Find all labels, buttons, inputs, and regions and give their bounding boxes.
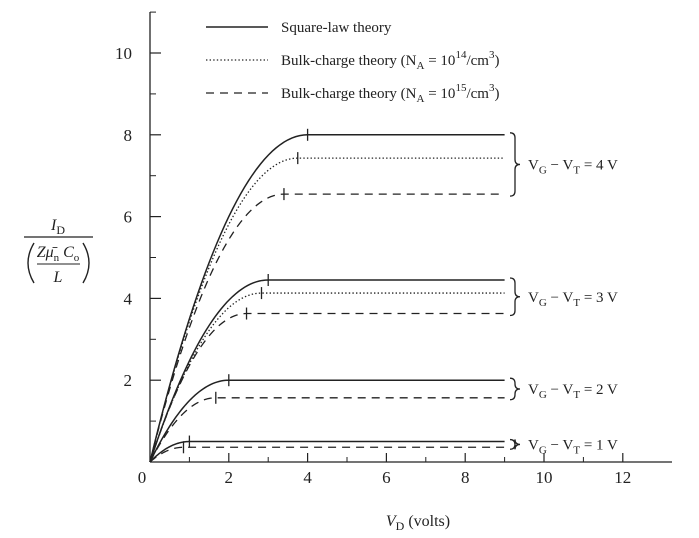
curve-dotted bbox=[149, 157, 505, 463]
y-tick-label: 4 bbox=[124, 289, 133, 308]
curves bbox=[149, 128, 505, 463]
curve-solid bbox=[149, 134, 505, 463]
curve-dashed bbox=[149, 397, 505, 463]
x-axis-title: VD (volts) bbox=[386, 513, 450, 533]
y-tick-label: 2 bbox=[124, 371, 133, 390]
group-label: VG − VT = 1 V bbox=[528, 437, 618, 456]
x-tick-label: 0 bbox=[138, 468, 147, 487]
curve-dashed bbox=[149, 446, 505, 463]
y-tick-label: 8 bbox=[124, 126, 133, 145]
x-tick-label: 8 bbox=[461, 468, 470, 487]
brace bbox=[509, 277, 521, 317]
y-tick-label: 6 bbox=[124, 208, 133, 227]
legend: Square-law theory Bulk-charge theory (NA … bbox=[206, 20, 499, 105]
left-paren bbox=[27, 242, 35, 284]
brace bbox=[509, 377, 521, 401]
axes: 0 2 4 6 8 10 12 2 4 6 8 10 bbox=[115, 11, 672, 487]
x-tick-label: 4 bbox=[303, 468, 312, 487]
curve-solid bbox=[149, 440, 505, 463]
y-axis-title-numerator: ID bbox=[50, 217, 65, 237]
axis-titles: VD (volts) ID Zμ̄n Co L bbox=[24, 217, 450, 533]
curve-solid bbox=[149, 279, 505, 463]
group-labels: VG − VT = 4 V VG − VT = 3 V VG − VT = 2 V V… bbox=[509, 132, 618, 456]
x-tick-label: 6 bbox=[382, 468, 391, 487]
group-label: VG − VT = 2 V bbox=[528, 382, 618, 401]
brace bbox=[509, 438, 521, 450]
group-label: VG − VT = 3 V bbox=[528, 290, 618, 309]
y-axis-title-denominator-bottom: L bbox=[53, 269, 63, 286]
legend-entry: Square-law theory bbox=[281, 20, 392, 36]
x-tick-label: 12 bbox=[614, 468, 631, 487]
brace bbox=[509, 132, 521, 197]
y-axis-title-denominator-top: Zμ̄n Co bbox=[37, 244, 80, 264]
curve-dashed bbox=[149, 193, 505, 463]
y-tick-label: 10 bbox=[115, 44, 132, 63]
legend-entry: Bulk-charge theory (NA = 1015/cm3) bbox=[281, 82, 499, 105]
curve-dotted bbox=[149, 292, 505, 463]
curve-dashed bbox=[149, 312, 505, 463]
x-tick-label: 2 bbox=[225, 468, 234, 487]
curve-solid bbox=[149, 379, 505, 463]
x-tick-label: 10 bbox=[536, 468, 553, 487]
right-paren bbox=[82, 242, 90, 284]
group-label: VG − VT = 4 V bbox=[528, 157, 618, 176]
legend-entry: Bulk-charge theory (NA = 1014/cm3) bbox=[281, 49, 499, 72]
